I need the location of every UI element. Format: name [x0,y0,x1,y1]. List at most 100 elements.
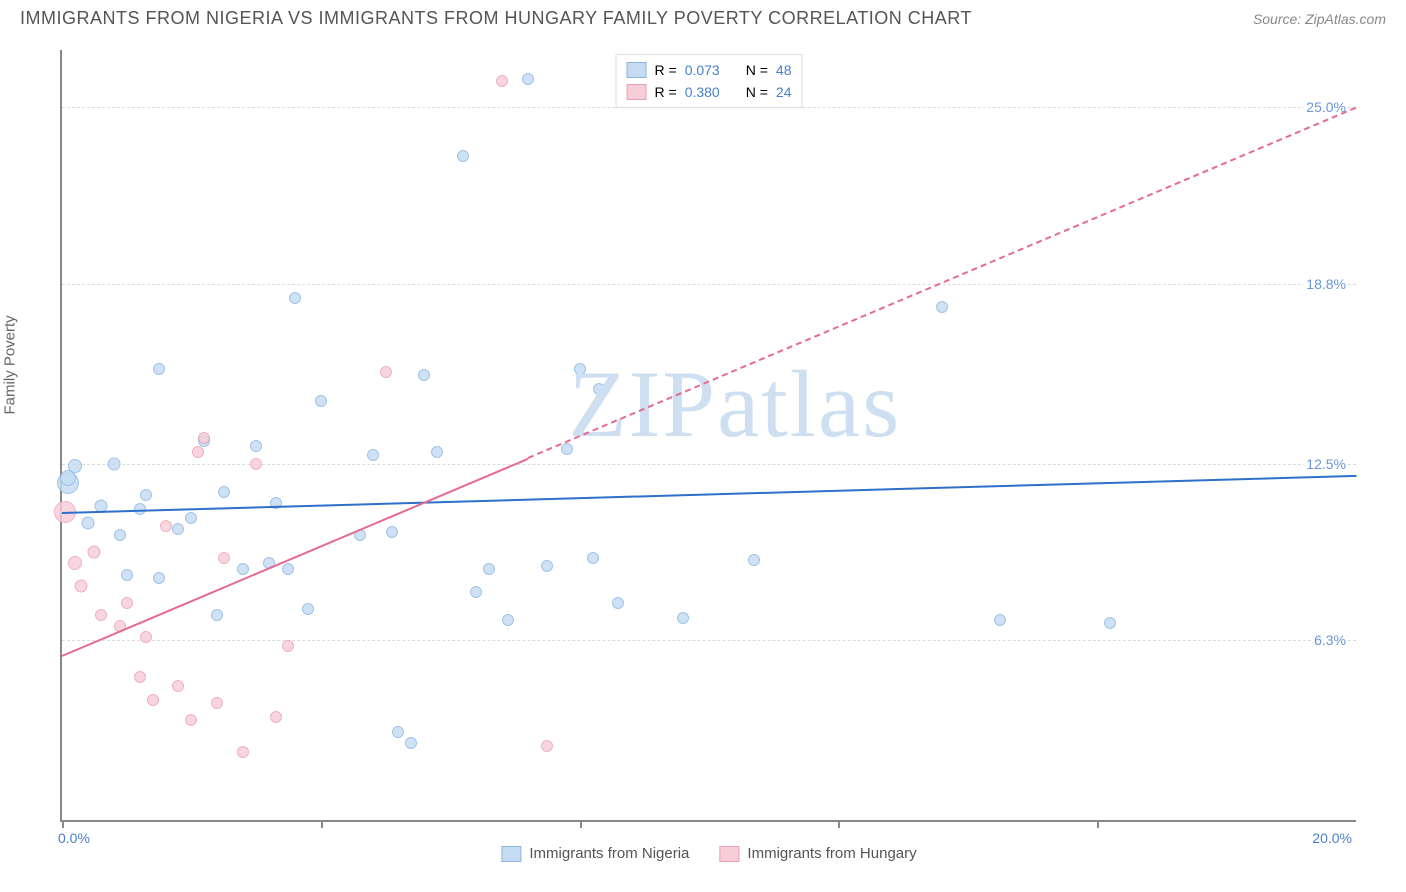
gridline [62,284,1356,285]
x-axis-end-label: 20.0% [1312,830,1352,846]
scatter-point-hungary [185,714,197,726]
scatter-point-hungary [75,580,88,593]
r-label: R = [655,59,677,81]
scatter-point-nigeria [282,563,294,575]
scatter-point-hungary [198,432,210,444]
legend-item-hungary: Immigrants from Hungary [719,845,916,862]
scatter-point-hungary [134,671,146,683]
n-value: 24 [776,81,792,103]
swatch-hungary [627,84,647,100]
scatter-point-hungary [218,552,230,564]
y-axis-label: Family Poverty [2,315,19,414]
scatter-point-hungary [140,631,152,643]
gridline [62,640,1356,641]
scatter-point-hungary [121,597,133,609]
scatter-point-nigeria [185,512,197,524]
r-value: 0.380 [685,81,720,103]
x-tick [580,820,582,828]
scatter-point-nigeria [431,446,443,458]
scatter-point-nigeria [612,597,624,609]
scatter-point-nigeria [81,517,94,530]
scatter-point-nigeria [302,603,314,615]
scatter-point-nigeria [748,554,760,566]
scatter-point-hungary [68,556,82,570]
scatter-point-nigeria [574,363,586,375]
scatter-point-hungary [88,545,101,558]
legend-label: Immigrants from Hungary [747,845,916,862]
chart-container: Family Poverty ZIPatlas R = 0.073 N = 48… [50,50,1376,842]
r-value: 0.073 [685,59,720,81]
scatter-point-nigeria [237,563,249,575]
scatter-point-nigeria [367,449,379,461]
scatter-point-hungary [147,694,159,706]
chart-title: IMMIGRANTS FROM NIGERIA VS IMMIGRANTS FR… [20,8,972,29]
scatter-point-nigeria [1104,617,1116,629]
scatter-point-hungary [211,697,223,709]
trendline-hungary [62,458,529,657]
gridline-label: 12.5% [1304,456,1348,472]
scatter-point-nigeria [315,395,327,407]
scatter-point-nigeria [386,526,398,538]
scatter-point-nigeria [994,614,1006,626]
scatter-point-hungary [160,520,172,532]
scatter-point-nigeria [107,457,120,470]
scatter-point-nigeria [250,440,262,452]
gridline-label: 18.8% [1304,276,1348,292]
scatter-point-hungary [270,711,282,723]
swatch-nigeria [627,62,647,78]
scatter-point-nigeria [114,529,126,541]
scatter-point-nigeria [593,383,605,395]
scatter-point-nigeria [289,292,301,304]
scatter-point-nigeria [561,443,573,455]
legend-label: Immigrants from Nigeria [529,845,689,862]
n-label: N = [746,81,768,103]
n-label: N = [746,59,768,81]
scatter-point-hungary [282,640,294,652]
correlation-legend: R = 0.073 N = 48 R = 0.380 N = 24 [616,54,803,108]
x-tick [62,820,64,828]
scatter-point-hungary [95,609,107,621]
trendline-nigeria [62,475,1356,514]
scatter-point-nigeria [418,369,430,381]
r-label: R = [655,81,677,103]
scatter-point-nigeria [457,150,469,162]
x-tick [838,820,840,828]
swatch-nigeria [501,846,521,862]
plot-area: ZIPatlas R = 0.073 N = 48 R = 0.380 N = … [60,50,1356,822]
scatter-point-nigeria [140,489,152,501]
legend-item-nigeria: Immigrants from Nigeria [501,845,689,862]
scatter-point-hungary [541,740,553,752]
series-legend: Immigrants from Nigeria Immigrants from … [501,845,916,862]
source-value: ZipAtlas.com [1305,11,1386,27]
scatter-point-nigeria [470,586,482,598]
scatter-point-nigeria [121,569,133,581]
scatter-point-nigeria [677,612,689,624]
scatter-point-nigeria [405,737,417,749]
legend-row-hungary: R = 0.380 N = 24 [627,81,792,103]
swatch-hungary [719,846,739,862]
scatter-point-nigeria [218,486,230,498]
scatter-point-hungary [237,746,249,758]
x-tick [1097,820,1099,828]
x-axis-start-label: 0.0% [58,830,90,846]
n-value: 48 [776,59,792,81]
scatter-point-nigeria [541,560,553,572]
scatter-point-nigeria [211,609,223,621]
legend-row-nigeria: R = 0.073 N = 48 [627,59,792,81]
scatter-point-hungary [192,446,204,458]
scatter-point-nigeria [153,572,165,584]
scatter-point-nigeria [483,563,495,575]
gridline-label: 6.3% [1312,632,1348,648]
chart-header: IMMIGRANTS FROM NIGERIA VS IMMIGRANTS FR… [0,0,1406,35]
watermark-zip: ZIP [569,351,718,457]
scatter-point-nigeria [172,523,184,535]
source-label: Source: [1253,11,1301,27]
x-tick [321,820,323,828]
scatter-point-nigeria [936,301,948,313]
scatter-point-nigeria [392,726,404,738]
scatter-point-nigeria [153,363,165,375]
watermark: ZIPatlas [569,349,902,459]
scatter-point-nigeria [502,614,514,626]
scatter-point-hungary [172,680,184,692]
scatter-point-hungary [496,75,508,87]
